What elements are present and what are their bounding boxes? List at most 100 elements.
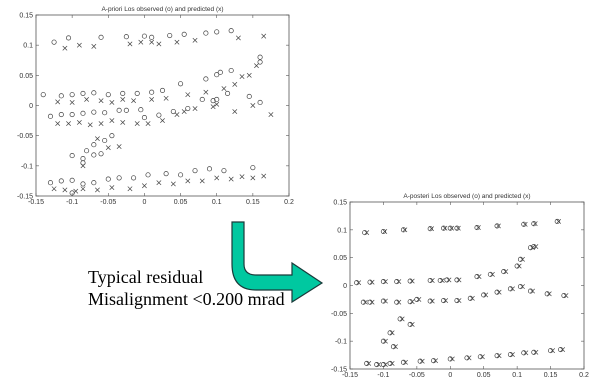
apriori-observed-point	[69, 92, 75, 98]
aposteri-x-tick-label: 0.05	[477, 372, 491, 379]
aposteri-predicted-point	[433, 358, 439, 364]
apriori-observed-point	[170, 108, 176, 115]
apriori-observed-point	[51, 39, 57, 45]
apriori-observed-point	[145, 172, 151, 178]
apriori-predicted-point	[62, 45, 68, 51]
apriori-predicted-point	[149, 97, 155, 102]
aposteri-scatter-plot: A-posteri Los observed (o) and predicted…	[331, 193, 589, 379]
apriori-predicted-point	[131, 98, 137, 104]
apriori-predicted-point	[94, 136, 100, 142]
aposteri-predicted-point	[382, 338, 388, 344]
apriori-observed-point	[58, 178, 64, 184]
apriori-observed-point	[185, 105, 191, 112]
apriori-x-tick-label: -0.15	[28, 199, 44, 206]
apriori-observed-point	[199, 96, 205, 103]
aposteri-predicted-point	[469, 295, 475, 301]
aposteri-predicted-point	[489, 271, 495, 277]
apriori-predicted-point	[109, 118, 115, 124]
aposteri-title: A-posteri Los observed (o) and predicted…	[403, 193, 530, 200]
aposteri-observed-point	[447, 225, 453, 231]
apriori-observed-point	[102, 110, 108, 116]
aposteri-predicted-point	[449, 356, 455, 362]
apriori-observed-point	[40, 92, 46, 98]
aposteri-predicted-point	[362, 299, 368, 305]
aposteri-predicted-point	[364, 230, 370, 236]
apriori-predicted-point	[109, 185, 115, 191]
aposteri-y-tick-label: -0.05	[331, 311, 347, 318]
aposteri-x-tick-label: 0	[448, 372, 452, 379]
apriori-predicted-point	[254, 63, 259, 69]
apriori-observed-point	[123, 107, 129, 113]
apriori-observed-point	[58, 112, 64, 118]
apriori-predicted-point	[250, 103, 256, 108]
apriori-predicted-point	[87, 122, 93, 128]
apriori-predicted-point	[268, 112, 274, 117]
apriori-x-tick-label: 0.2	[284, 199, 294, 206]
aposteri-x-tick-label: 0.1	[512, 372, 522, 379]
apriori-observed-point	[80, 110, 86, 116]
apriori-predicted-point	[91, 43, 97, 49]
apriori-axes-frame	[35, 14, 290, 197]
aposteri-predicted-point	[510, 352, 515, 357]
apriori-y-tick-label: 0.05	[19, 73, 33, 80]
aposteri-predicted-point	[516, 263, 522, 269]
aposteri-predicted-point	[522, 221, 528, 227]
aposteri-predicted-point	[563, 293, 569, 298]
aposteri-predicted-point	[510, 286, 515, 292]
aposteri-x-tick-label: -0.15	[342, 372, 358, 379]
aposteri-predicted-point	[382, 362, 388, 367]
aposteri-predicted-point	[429, 298, 435, 304]
aposteri-predicted-point	[520, 284, 525, 290]
apriori-observed-point	[221, 168, 227, 174]
aposteri-y-tick-label: -0.1	[335, 339, 347, 346]
aposteri-predicted-point	[399, 316, 405, 322]
apriori-observed-point	[47, 180, 54, 186]
aposteri-predicted-point	[496, 289, 502, 295]
aposteri-y-tick-label: 0.15	[333, 200, 347, 207]
apriori-observed-point	[246, 93, 252, 100]
apriori-predicted-point	[192, 37, 198, 43]
apriori-predicted-point	[185, 178, 191, 184]
aposteri-predicted-point	[396, 279, 402, 285]
apriori-observed-point	[149, 34, 155, 40]
aposteri-predicted-point	[419, 358, 425, 364]
apriori-observed-point	[58, 93, 64, 99]
aposteri-predicted-point	[455, 225, 461, 231]
apriori-observed-point	[206, 166, 213, 172]
apriori-x-tick-label: 0.1	[212, 199, 222, 206]
apriori-predicted-point	[235, 35, 241, 41]
apriori-x-tick-label: -0.1	[66, 199, 78, 206]
caption-line-1: Typical residual	[88, 267, 204, 287]
aposteri-predicted-point	[402, 227, 408, 233]
apriori-x-tick-label: -0.05	[100, 199, 116, 206]
apriori-predicted-point	[192, 106, 198, 111]
aposteri-predicted-point	[389, 330, 395, 336]
apriori-predicted-point	[94, 187, 100, 193]
aposteri-predicted-point	[456, 277, 462, 283]
apriori-observed-point	[257, 59, 263, 65]
apriori-observed-point	[163, 171, 169, 177]
aposteri-predicted-point	[449, 225, 455, 231]
apriori-observed-point	[91, 109, 97, 115]
apriori-predicted-point	[145, 121, 151, 127]
aposteri-predicted-point	[403, 359, 408, 365]
apriori-y-tick-label: 0	[29, 103, 33, 110]
aposteri-observed-point	[441, 225, 447, 231]
aposteri-predicted-point	[475, 225, 481, 231]
aposteri-y-tick-label: 0.1	[337, 227, 347, 234]
apriori-predicted-point	[80, 186, 86, 192]
aposteri-observed-point	[531, 221, 537, 227]
apriori-observed-point	[257, 99, 263, 106]
apriori-predicted-point	[246, 72, 252, 78]
aposteri-predicted-point	[496, 353, 502, 359]
apriori-predicted-point	[127, 186, 133, 192]
apriori-observed-point	[65, 35, 72, 41]
apriori-predicted-point	[51, 186, 57, 192]
apriori-observed-point	[47, 113, 54, 119]
aposteri-predicted-point	[495, 223, 501, 229]
aposteri-predicted-point	[560, 347, 566, 352]
aposteri-predicted-point	[556, 219, 562, 224]
apriori-predicted-point	[156, 41, 162, 47]
aposteri-predicted-point	[503, 269, 509, 275]
